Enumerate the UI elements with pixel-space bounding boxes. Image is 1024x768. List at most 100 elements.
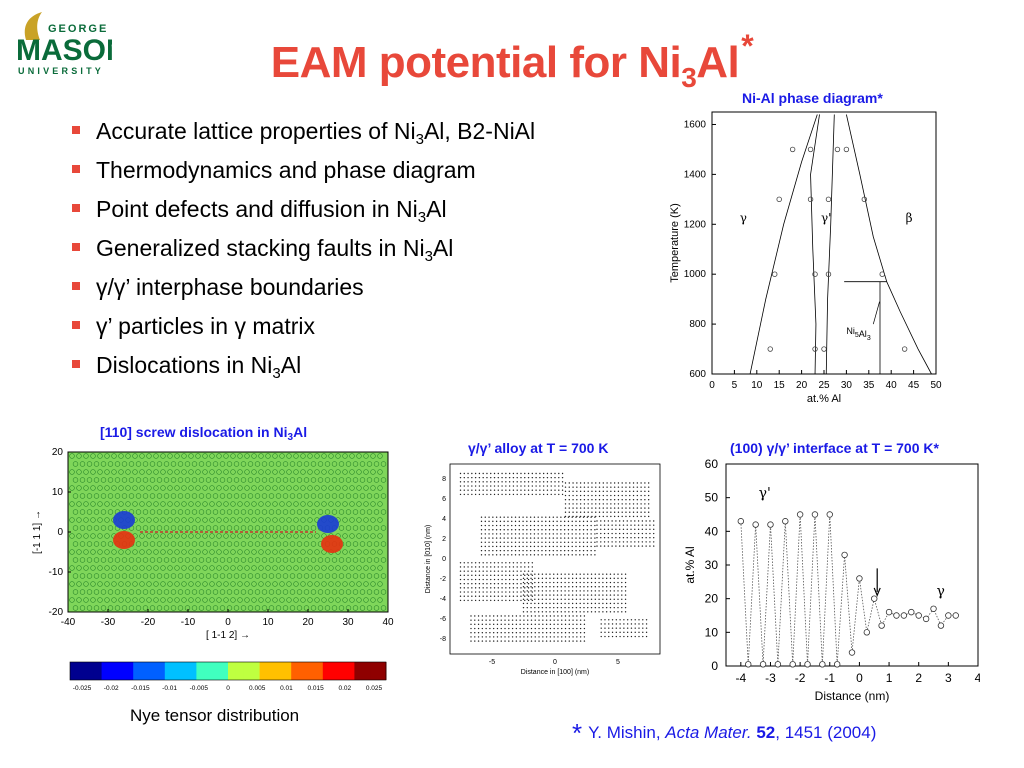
atom-dot bbox=[653, 524, 655, 526]
atom-dot bbox=[640, 482, 642, 484]
atom-dot bbox=[624, 586, 627, 588]
atom-marker bbox=[167, 501, 173, 507]
atom-dot bbox=[492, 520, 494, 523]
atom-marker bbox=[303, 493, 310, 499]
atom-marker bbox=[160, 533, 166, 539]
profile-data-point bbox=[796, 511, 804, 518]
x-tick-label: 2 bbox=[915, 671, 922, 685]
atom-dot bbox=[505, 485, 507, 487]
atom-dot bbox=[552, 533, 555, 535]
atom-marker bbox=[170, 589, 177, 595]
atom-dot bbox=[644, 482, 646, 484]
atom-dot bbox=[503, 545, 505, 548]
atom-marker bbox=[380, 461, 387, 467]
atom-marker bbox=[289, 477, 296, 483]
atom-dot bbox=[622, 537, 625, 539]
atom-dot bbox=[561, 615, 563, 617]
phase-data-point bbox=[772, 271, 778, 277]
atom-dot bbox=[516, 578, 518, 581]
atom-marker bbox=[114, 477, 121, 483]
atom-dot bbox=[546, 476, 549, 479]
atom-dot bbox=[637, 520, 640, 522]
atom-marker bbox=[170, 541, 177, 547]
atom-dot bbox=[496, 627, 499, 630]
atom-dot bbox=[478, 476, 481, 479]
atom-dot bbox=[609, 594, 612, 596]
atom-marker bbox=[265, 501, 271, 507]
atom-dot bbox=[514, 529, 517, 531]
atom-dot bbox=[522, 516, 524, 518]
phase-data-point bbox=[767, 346, 773, 352]
atom-dot bbox=[619, 619, 621, 621]
atom-marker bbox=[331, 477, 338, 483]
atom-dot bbox=[477, 632, 480, 634]
atom-marker bbox=[195, 581, 201, 587]
atom-dot bbox=[641, 532, 644, 535]
atom-marker bbox=[188, 469, 194, 475]
atom-dot bbox=[496, 636, 499, 638]
atom-dot bbox=[542, 481, 545, 483]
atom-dot bbox=[512, 570, 515, 572]
atom-dot bbox=[621, 606, 623, 609]
atom-dot bbox=[516, 472, 518, 475]
colorbar-cell bbox=[346, 662, 355, 680]
atom-marker bbox=[258, 581, 264, 587]
atom-marker bbox=[205, 573, 212, 579]
atom-dot bbox=[554, 476, 556, 479]
atom-dot bbox=[512, 476, 515, 479]
profile-data-point bbox=[871, 595, 878, 602]
atom-marker bbox=[226, 573, 233, 579]
atom-dot bbox=[591, 503, 593, 505]
atom-dot bbox=[617, 515, 620, 518]
atom-dot bbox=[516, 570, 518, 572]
phase-data-point bbox=[821, 346, 827, 352]
bullet-text: γ/γ’ interphase boundaries bbox=[96, 274, 364, 300]
atom-dot bbox=[495, 541, 498, 543]
y-tick-label: -20 bbox=[49, 607, 64, 618]
atom-dot bbox=[636, 503, 639, 505]
atom-marker bbox=[307, 453, 313, 459]
atom-dot bbox=[590, 594, 593, 596]
atom-marker bbox=[310, 525, 317, 531]
atom-dot bbox=[604, 635, 606, 638]
atom-marker bbox=[289, 541, 296, 547]
atom-dot bbox=[629, 507, 631, 509]
atom-dot bbox=[482, 570, 484, 572]
atom-marker bbox=[205, 525, 212, 531]
atom-dot bbox=[530, 590, 532, 592]
atom-marker bbox=[272, 597, 278, 603]
atom-dot bbox=[552, 524, 555, 527]
atom-marker bbox=[219, 573, 226, 579]
atom-dot bbox=[519, 636, 521, 638]
atom-dot bbox=[537, 549, 539, 552]
atom-dot bbox=[512, 587, 515, 589]
atom-marker bbox=[324, 605, 331, 611]
atom-dot bbox=[638, 619, 640, 621]
atom-marker bbox=[240, 493, 247, 499]
atom-dot bbox=[618, 545, 621, 547]
atom-dot bbox=[549, 636, 552, 638]
atom-dot bbox=[541, 541, 543, 543]
atom-marker bbox=[69, 581, 75, 587]
atom-marker bbox=[219, 541, 226, 547]
atom-dot bbox=[605, 590, 608, 592]
atom-dot bbox=[541, 545, 543, 548]
atom-dot bbox=[526, 586, 528, 588]
atom-marker bbox=[237, 565, 243, 571]
atom-dot bbox=[486, 566, 488, 568]
atom-marker bbox=[191, 605, 198, 611]
atom-marker bbox=[83, 549, 89, 555]
atom-dot bbox=[490, 489, 492, 491]
atom-dot bbox=[617, 606, 619, 609]
atom-dot bbox=[529, 545, 532, 548]
atom-dot bbox=[545, 611, 547, 613]
atom-marker bbox=[380, 477, 387, 483]
atom-dot bbox=[602, 611, 604, 613]
atom-dot bbox=[613, 515, 616, 518]
atom-dot bbox=[583, 499, 586, 501]
atom-dot bbox=[504, 623, 506, 626]
atom-dot bbox=[560, 606, 562, 609]
atom-marker bbox=[223, 533, 229, 539]
atom-marker bbox=[230, 549, 236, 555]
atom-dot bbox=[531, 489, 534, 491]
